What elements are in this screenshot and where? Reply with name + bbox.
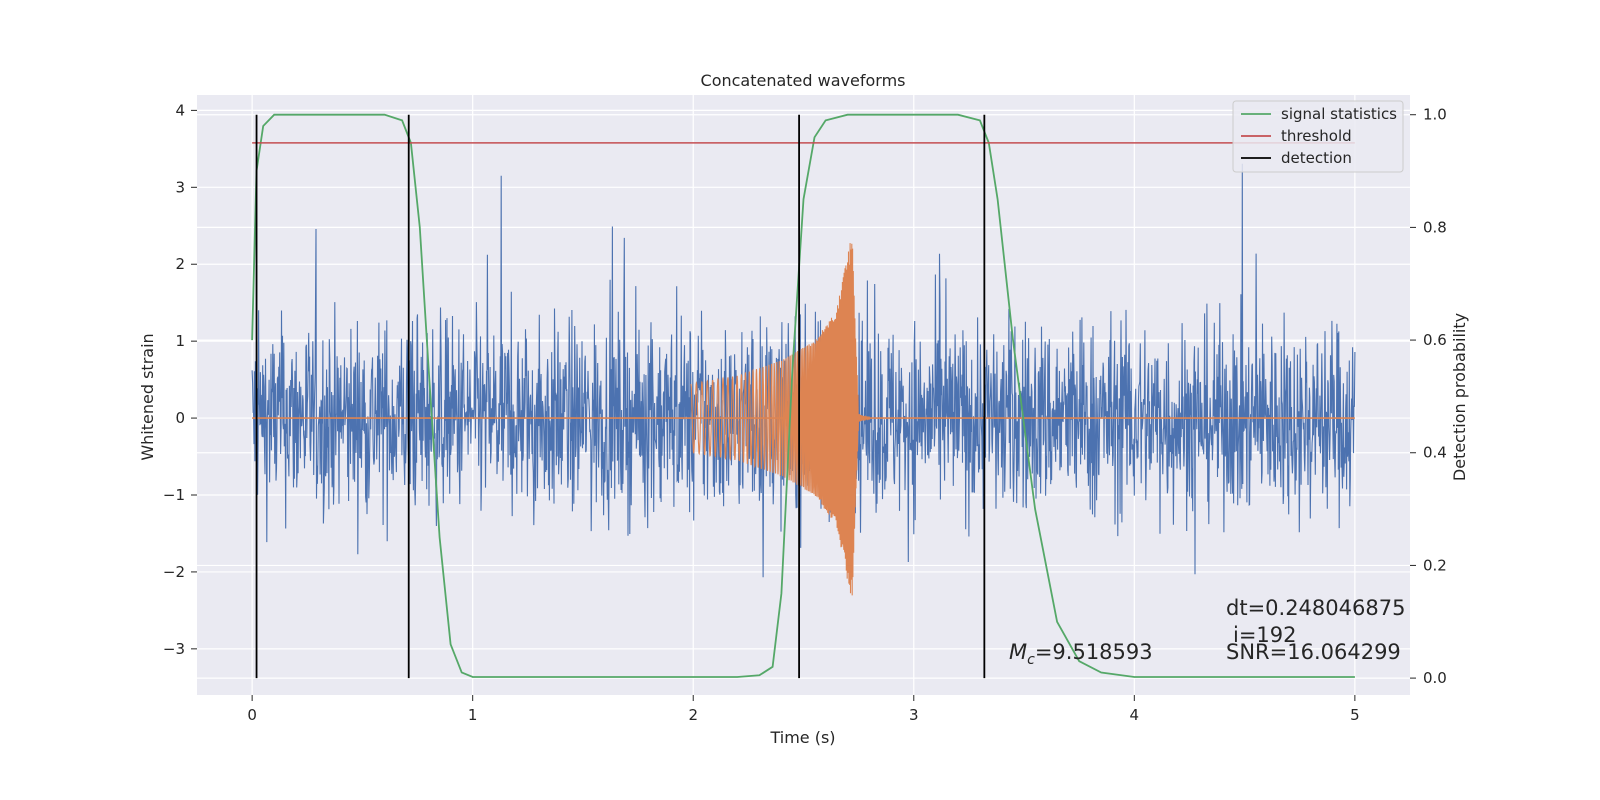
- x-tick-label: 4: [1130, 706, 1140, 724]
- annotation-i: i=192: [1233, 623, 1297, 647]
- annotation-chirp-mass: Mc=9.518593: [1009, 640, 1153, 668]
- y-right-tick-label: 0.0: [1423, 669, 1447, 687]
- axes: 0 1 2 3 4 5 −3 −2 −1 0 1 2 3 4 0.0 0.2 0.4 0.6 0.8 1.0: [163, 101, 1447, 724]
- x-tick-label: 2: [688, 706, 698, 724]
- y-tick-label: 4: [175, 101, 185, 119]
- y-axis-label: Whitened strain: [138, 333, 157, 460]
- y-right-tick-label: 0.2: [1423, 556, 1447, 574]
- y-tick-label: 1: [175, 332, 185, 350]
- x-tick-label: 5: [1350, 706, 1360, 724]
- legend-box: [1232, 100, 1404, 173]
- x-tick-label: 1: [468, 706, 478, 724]
- y-right-tick-label: 0.6: [1423, 331, 1447, 349]
- y-axis-right-label: Detection probability: [1450, 313, 1469, 481]
- y-right-tick-label: 0.8: [1423, 218, 1447, 236]
- x-axis-label: Time (s): [769, 728, 835, 747]
- legend-label-detection: detection: [1281, 149, 1352, 167]
- chirp-series-line: [690, 243, 871, 596]
- chirp-mass-value: =9.518593: [1035, 640, 1153, 664]
- signal-statistics-line: [251, 113, 1355, 678]
- legend: signal statistics threshold detection: [1232, 100, 1404, 173]
- y-tick-label: 2: [175, 255, 185, 273]
- y-right-tick-label: 1.0: [1423, 106, 1447, 124]
- detection-lines: [255, 114, 986, 679]
- annotation-dt: dt=0.248046875: [1226, 596, 1405, 620]
- legend-label-threshold: threshold: [1281, 127, 1352, 145]
- y-tick-label: 0: [175, 409, 185, 427]
- y-tick-label: −1: [163, 486, 185, 504]
- chart-title: Concatenated waveforms: [701, 71, 906, 90]
- plot-area: [251, 113, 1356, 679]
- chirp-mass-symbol: M: [1009, 640, 1027, 664]
- y-tick-label: −3: [163, 640, 185, 658]
- annotation-snr: SNR=16.064299: [1226, 640, 1401, 664]
- x-tick-label: 3: [909, 706, 919, 724]
- y-right-tick-label: 0.4: [1423, 444, 1447, 462]
- legend-label-signal-statistics: signal statistics: [1281, 105, 1397, 123]
- y-tick-label: −2: [163, 563, 185, 581]
- x-tick-label: 0: [247, 706, 257, 724]
- chirp-mass-subscript: c: [1027, 652, 1035, 668]
- y-tick-label: 3: [175, 178, 185, 196]
